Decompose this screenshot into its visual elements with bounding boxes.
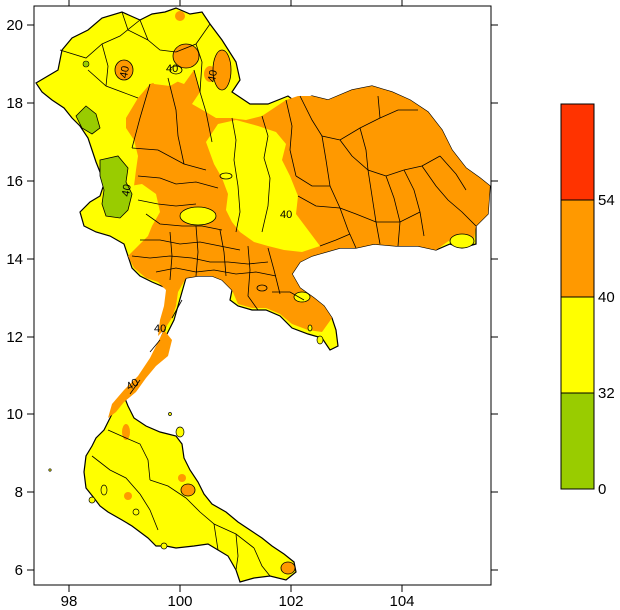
zone-orange-north-1 [213,50,231,90]
zone-green-north-dot [82,60,90,68]
zone-yellow-east-coast [294,292,310,302]
zone-green-northwest-2 [99,155,133,219]
zone-orange-north-2 [115,60,133,80]
x-ticks-top [68,0,403,6]
legend-label: 40 [598,289,615,306]
legend-bin-yellow [560,296,595,394]
zone-yellow-south-east [450,234,474,248]
x-tick-label: 102 [278,593,303,610]
zone-orange-isthmus [108,330,172,418]
legend-label: 0 [598,481,606,498]
y-tick-label: 20 [6,17,23,34]
province-boundaries [59,11,477,577]
zone-yellow-west-pocket [124,184,160,236]
contour-label: 40 [206,69,220,83]
y-tick-label: 16 [6,173,23,190]
zone-orange-south-5 [122,424,130,440]
zone-orange-south-3 [281,562,295,574]
zone-yellow-bangkok [180,207,216,225]
contour-label: 40 [166,63,178,75]
x-ticks-bottom [68,585,403,592]
legend-colorbar: 54 40 32 0 [560,103,615,498]
contour-labels: 40 40 40 40 40 40 40 [118,63,292,393]
contour-label: 40 [120,183,134,197]
legend-bin-green [560,392,595,490]
contour-label: 40 [280,209,292,221]
isolines [114,43,475,575]
legend-bin-orange [560,199,595,298]
islands [48,324,324,550]
legend-bin-red [560,103,595,201]
contour-label: 40 [154,323,166,335]
y-tick-label: 6 [15,562,23,579]
contour-label: 40 [118,65,132,79]
contour-label: 40 [124,377,141,394]
zone-orange-north-4 [175,11,185,21]
y-tick-label: 18 [6,95,23,112]
y-tick-label: 12 [6,329,23,346]
y-ticks [27,24,498,571]
y-tick-labels: 20 18 16 14 12 10 8 6 [6,17,23,579]
legend-label: 54 [598,192,615,209]
zone-green-northwest-1 [75,105,101,135]
y-tick-label: 10 [6,406,23,423]
zone-orange-north-3 [173,44,199,68]
zone-orange-south-4 [124,492,132,500]
y-tick-label: 14 [6,251,23,268]
legend-label: 32 [598,385,615,402]
zone-orange-south-1 [181,484,195,496]
x-tick-label: 98 [61,593,78,610]
x-tick-label: 100 [167,593,192,610]
x-tick-labels: 98 100 102 104 [61,593,415,610]
x-tick-label: 104 [389,593,414,610]
zone-orange-south-2 [178,474,186,482]
y-tick-label: 8 [15,484,23,501]
